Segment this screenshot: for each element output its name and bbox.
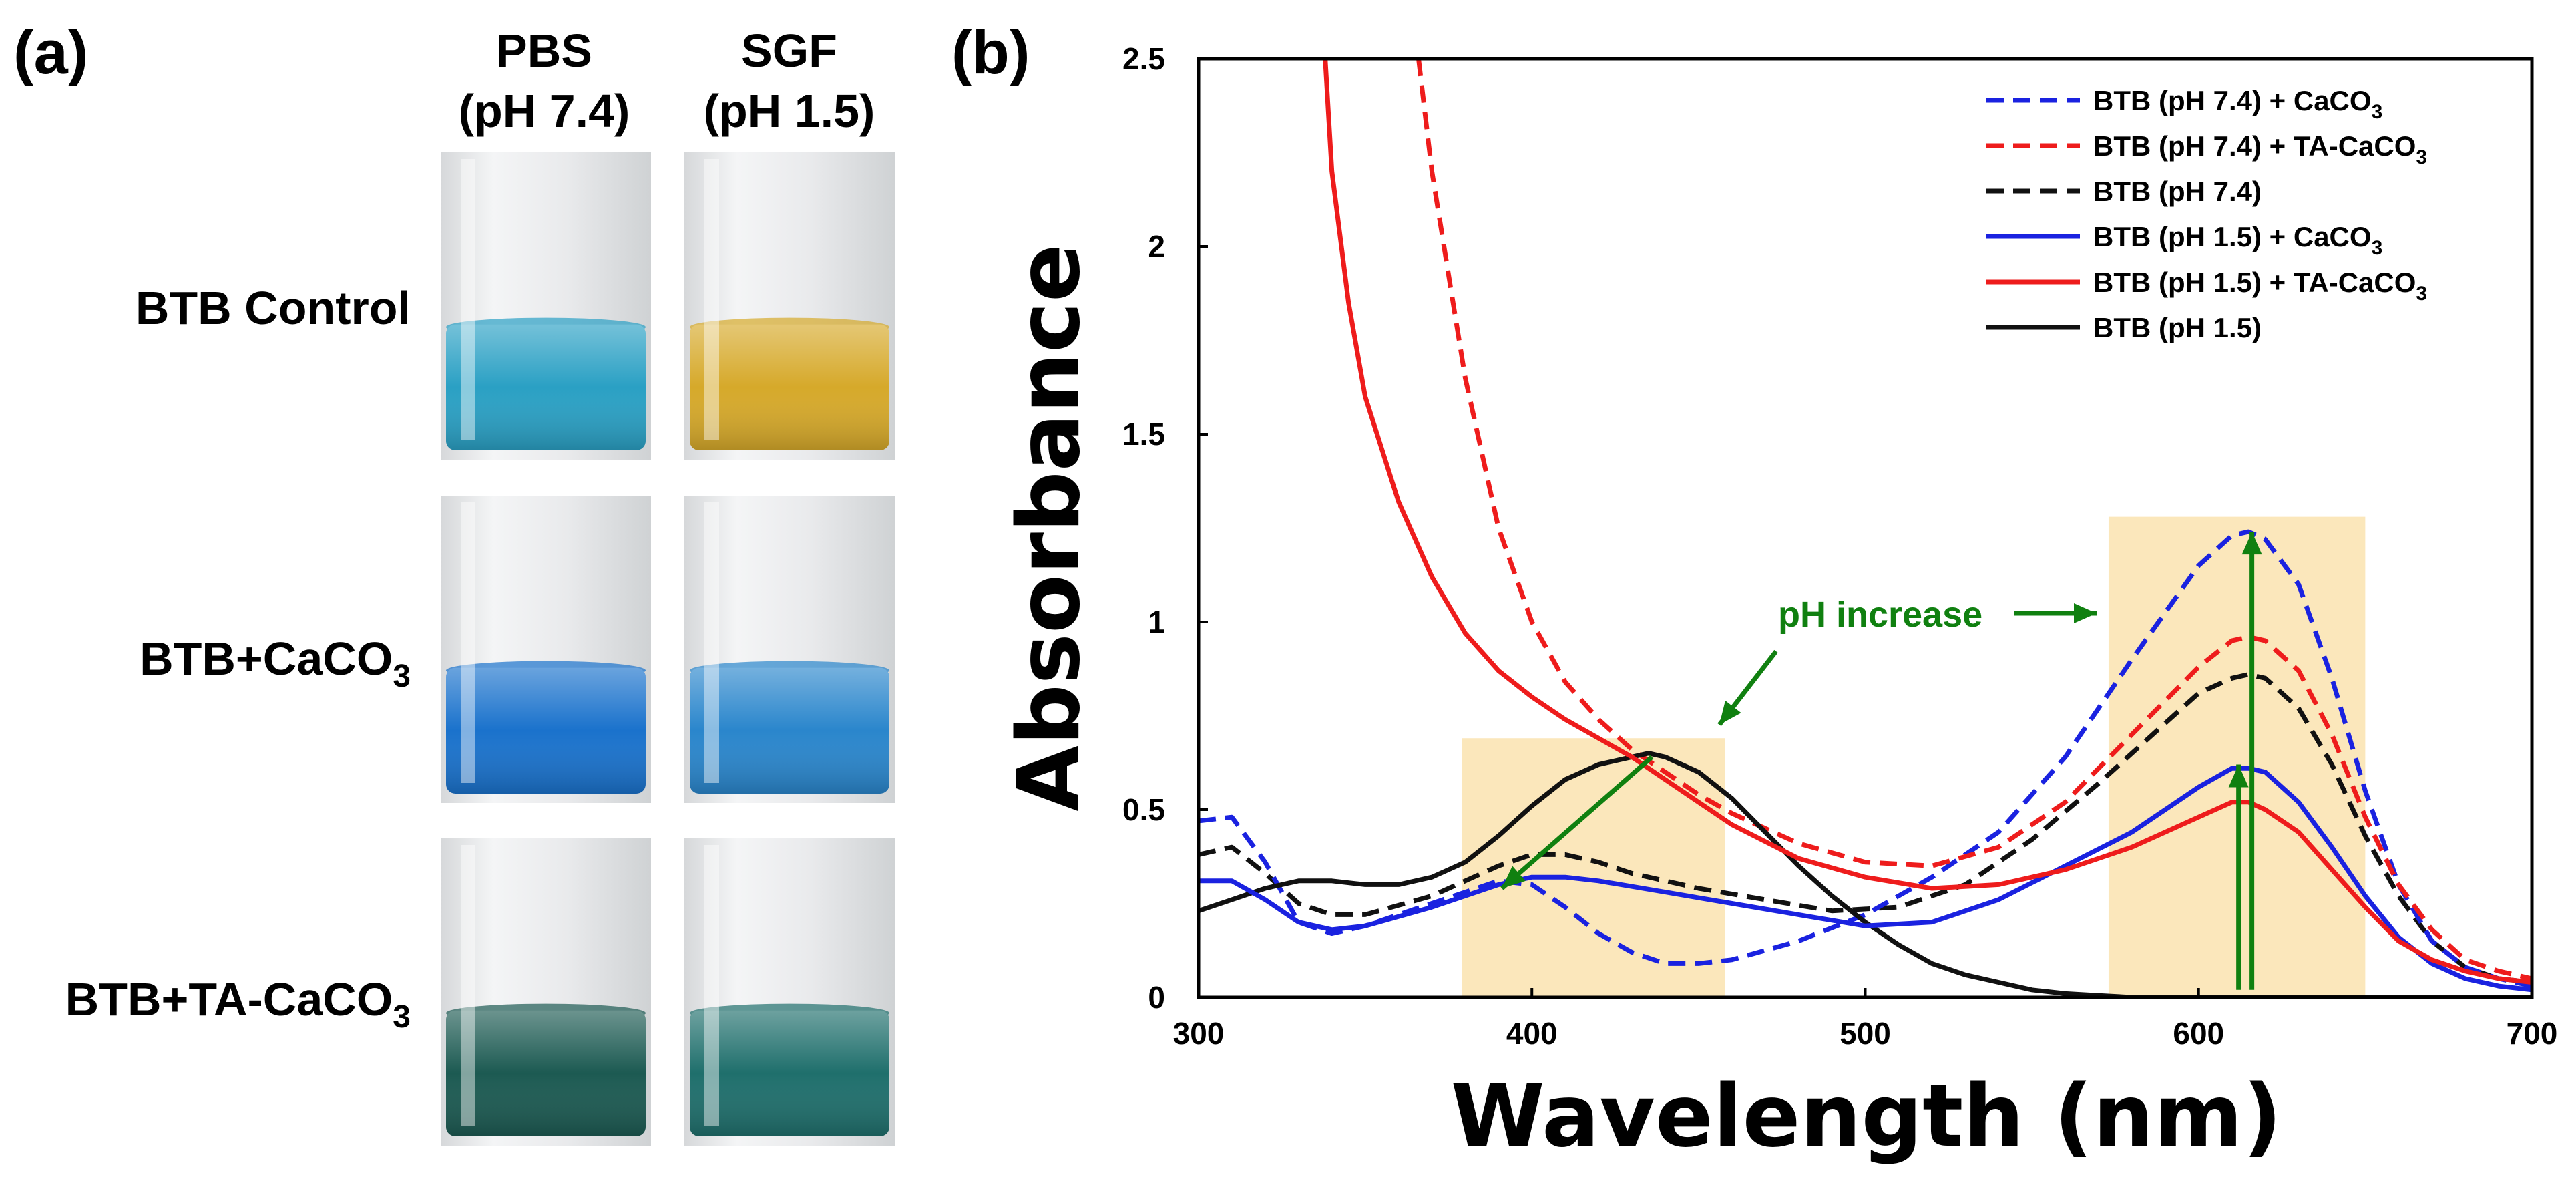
row-label-btb-ta-caco3: BTB+TA-CaCO3 [65,973,411,1035]
highlight-region [1462,738,1725,997]
plot-series [1199,59,2532,997]
vial [441,152,651,460]
legend-entry: BTB (pH 7.4) + TA-CaCO3 [1986,130,2427,168]
series-line [1199,766,2532,993]
legend-label: BTB (pH 7.4) + CaCO3 [2093,85,2382,123]
x-axis-ticks: 300 400 500 600 700 [1173,988,2558,1051]
legend-label: BTB (pH 1.5) + CaCO3 [2093,221,2382,259]
vial-shading [690,324,889,450]
column-header-sgf-ph: (pH 1.5) [704,85,875,137]
y-tick-label: 0 [1148,980,1165,1015]
legend: BTB (pH 7.4) + CaCO3 BTB (pH 7.4) + TA-Ca… [1986,85,2427,343]
vial-reflection [704,845,719,1126]
row-label-btb-control: BTB Control [136,282,411,334]
vial-shading [690,667,889,794]
series-line [1416,59,2532,981]
legend-label: BTB (pH 7.4) [2093,176,2262,207]
annotation-arrow [2241,532,2262,990]
x-tick-label: 400 [1506,1016,1558,1051]
legend-entry: BTB (pH 7.4) + CaCO3 [1986,85,2382,123]
vial-reflection [461,502,475,783]
x-tick-label: 600 [2173,1016,2224,1051]
vial-reflection [704,159,719,440]
y-axis-ticks: 0 0.5 1 1.5 2 2.5 [1122,41,1208,1015]
annotation-ph-increase: pH increase [1778,594,1982,635]
column-header-sgf: SGF [741,25,837,77]
vial [684,838,895,1146]
vial-shading [690,1010,889,1136]
vial-reflection [704,502,719,783]
legend-label: BTB (pH 1.5) [2093,312,2262,343]
annotation-arrow [1500,755,1654,890]
vial [441,496,651,803]
vial-shading [446,324,646,450]
x-tick-label: 500 [1840,1016,1891,1051]
series-line [1199,672,2532,985]
series-line [1199,751,2532,997]
column-header-pbs-ph: (pH 7.4) [459,85,630,137]
vial [684,152,895,460]
legend-entry: BTB (pH 1.5) + CaCO3 [1986,221,2382,259]
x-tick-label: 700 [2507,1016,2558,1051]
y-tick-label: 1.5 [1122,417,1165,452]
y-axis-title: Absorbance [1000,244,1099,812]
y-tick-label: 0.5 [1122,792,1165,827]
x-tick-label: 300 [1173,1016,1225,1051]
legend-entry: BTB (pH 7.4) [1986,176,2262,207]
panel-a-label: (a) [13,19,88,87]
legend-entry: BTB (pH 1.5) [1986,312,2262,343]
legend-label: BTB (pH 7.4) + TA-CaCO3 [2093,130,2427,168]
y-tick-label: 2.5 [1122,41,1165,76]
vial-grid [441,152,895,1146]
vial [441,838,651,1146]
x-axis-title: Wavelength (nm) [1450,1067,2282,1166]
panel-b: (b) 300 400 500 600 700 0 0.5 1 1.5 2 2.5 Wavelen… [951,19,2557,1166]
annotation-arrow [2228,764,2249,990]
series-line [1323,59,2532,985]
panel-b-label: (b) [951,19,1030,87]
vial-reflection [461,845,475,1126]
annotation-arrow [2014,603,2097,623]
legend-label: BTB (pH 1.5) + TA-CaCO3 [2093,267,2427,305]
vial [684,496,895,803]
panel-a: (a) PBS (pH 7.4) SGF (pH 1.5) BTB Contro… [13,19,895,1146]
annotation-arrow [1717,649,1778,727]
legend-entry: BTB (pH 1.5) + TA-CaCO3 [1986,267,2427,305]
y-tick-label: 2 [1148,229,1165,264]
vial-shading [446,667,646,794]
vial-shading [446,1010,646,1136]
y-tick-label: 1 [1148,605,1165,639]
column-header-pbs: PBS [496,25,592,77]
row-label-btb-caco3: BTB+CaCO3 [140,633,411,694]
vial-reflection [461,159,475,440]
annotation-arrows [1500,532,2262,990]
